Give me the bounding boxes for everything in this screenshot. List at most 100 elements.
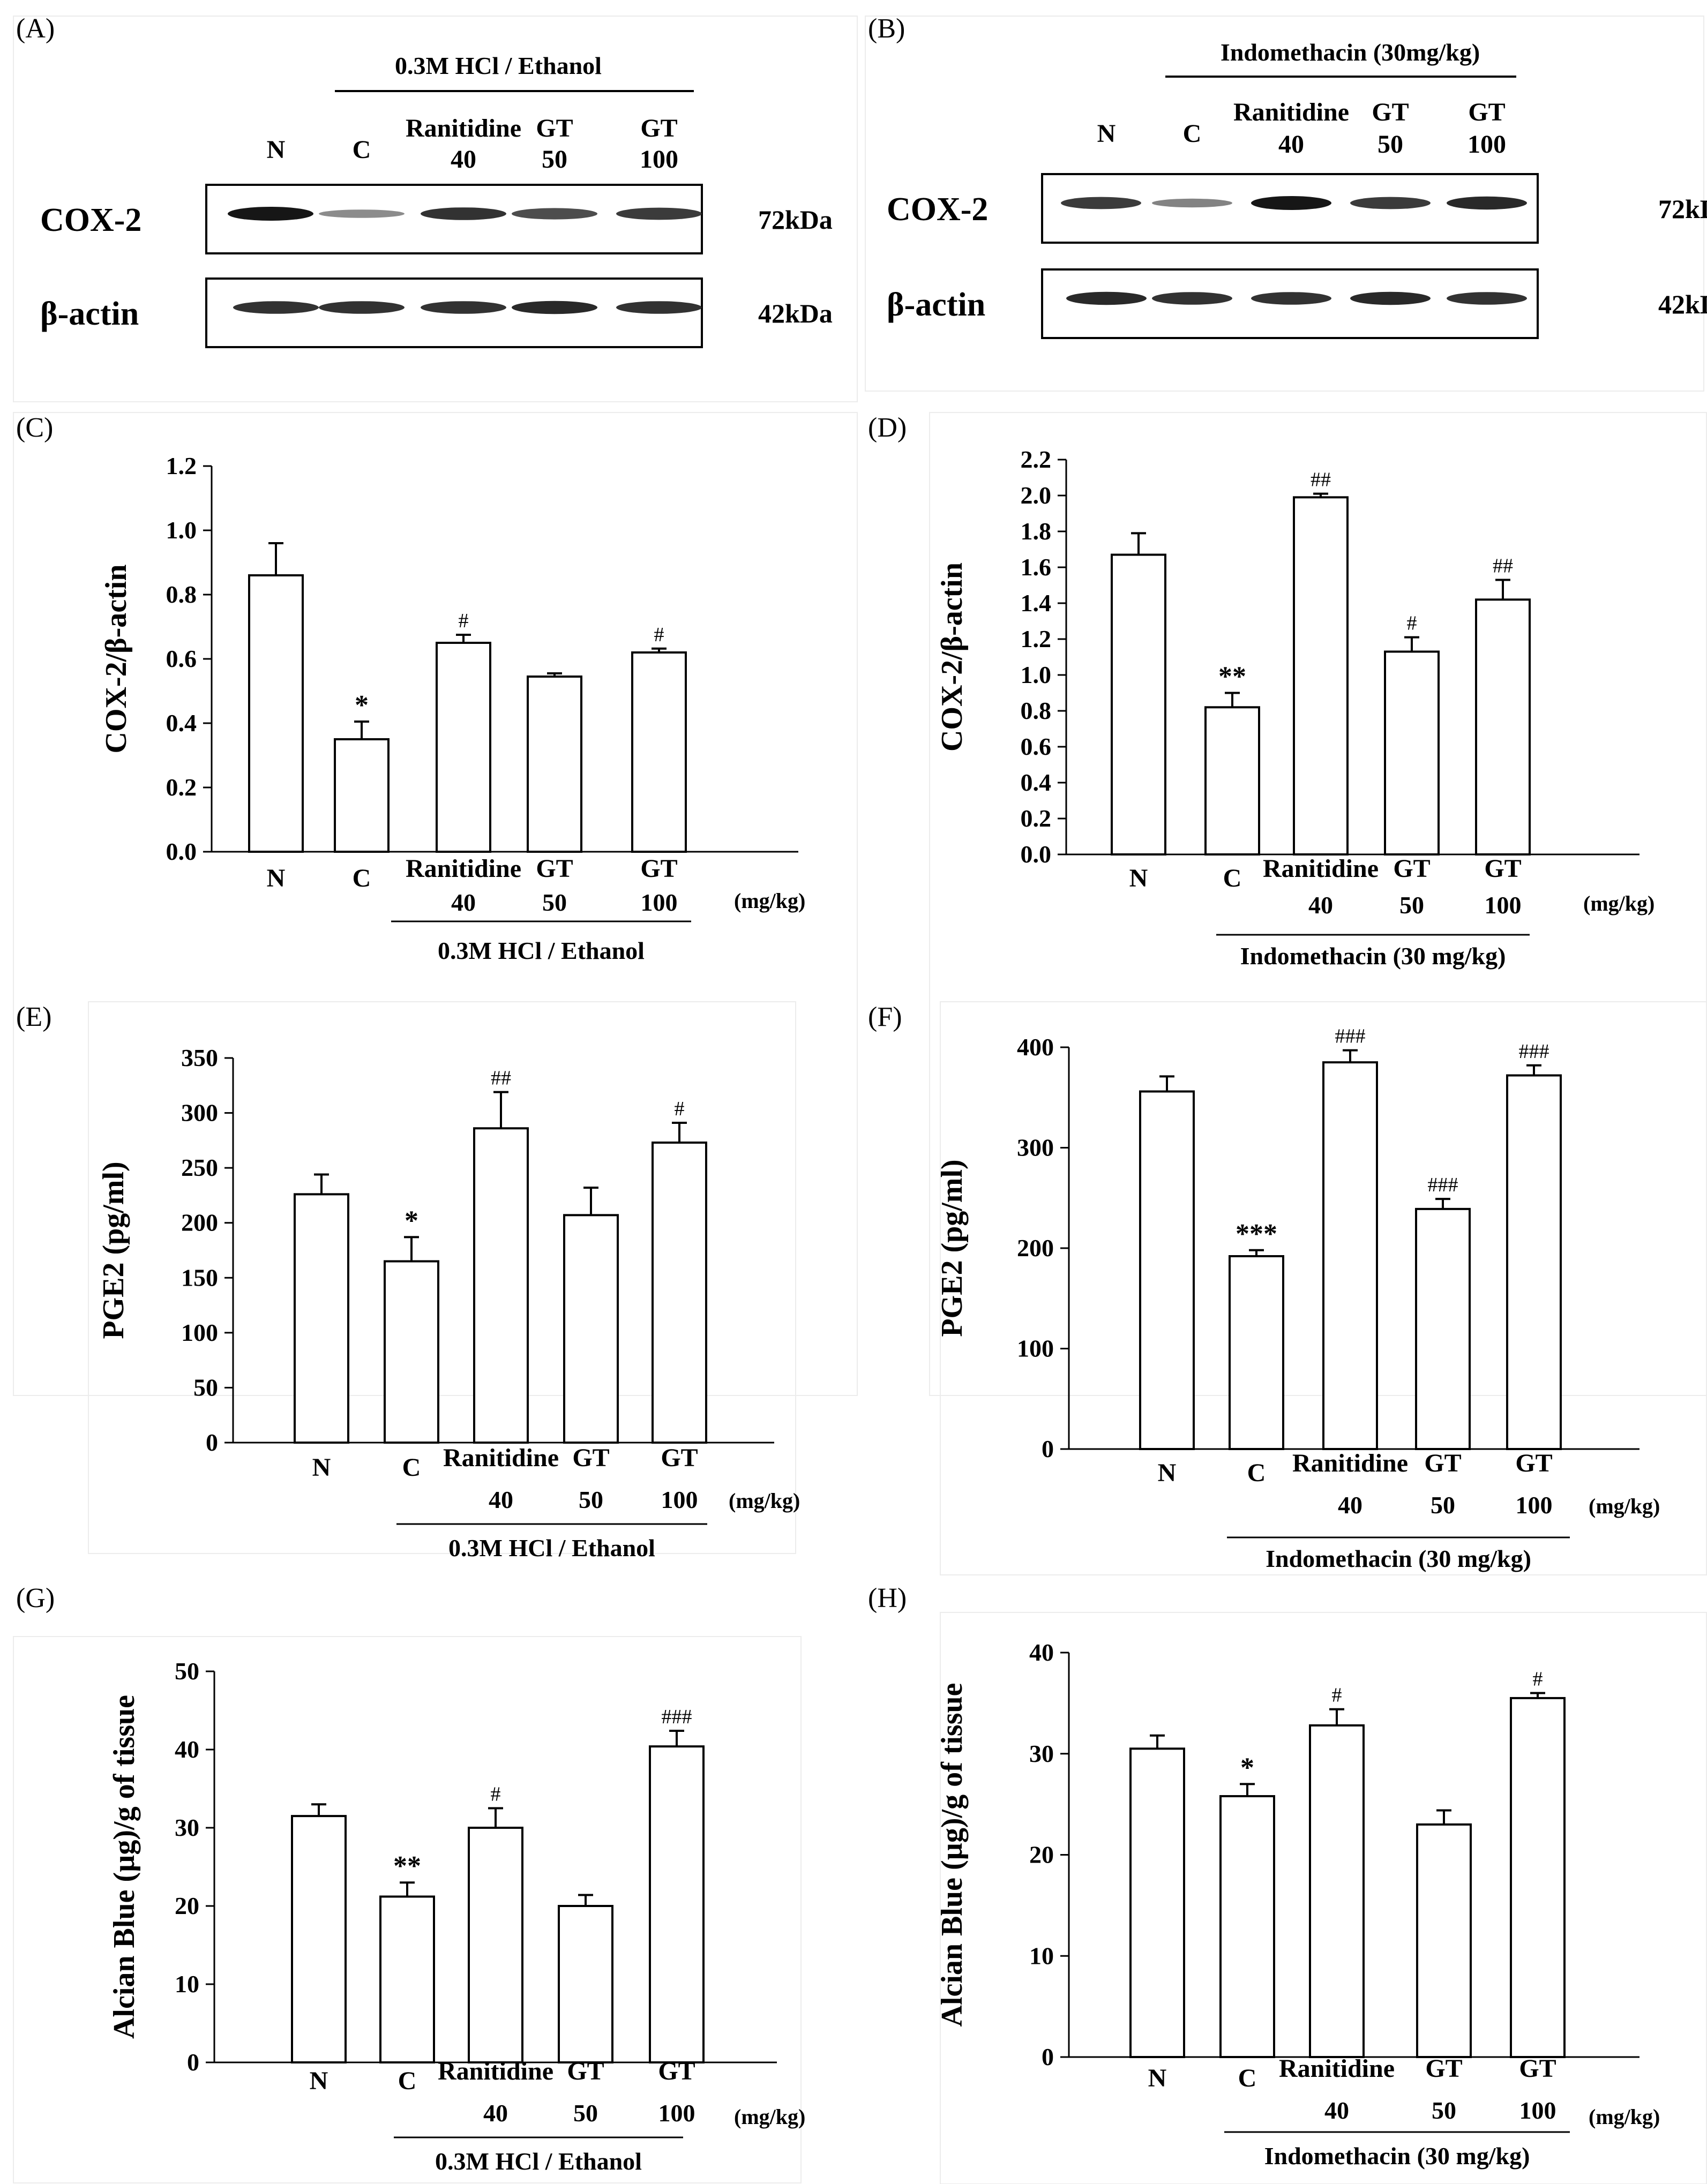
y-tick-label: 1.2 bbox=[1021, 625, 1052, 652]
category-label: Ranitidine bbox=[1263, 854, 1379, 883]
panel-frame bbox=[13, 412, 858, 1396]
y-tick-label: 0.4 bbox=[166, 709, 197, 737]
significance-mark: ## bbox=[1311, 469, 1331, 491]
bar bbox=[1293, 496, 1349, 855]
category-label: C bbox=[402, 1453, 421, 1482]
significance-mark: ## bbox=[491, 1067, 511, 1090]
category-label: C bbox=[398, 2067, 417, 2095]
bar bbox=[1416, 1823, 1472, 2058]
category-dose: 40 bbox=[489, 1486, 513, 1513]
category-label: C bbox=[1247, 1459, 1266, 1487]
bar bbox=[473, 1127, 529, 1444]
y-tick-label: 40 bbox=[175, 1736, 199, 1763]
y-tick-label: 10 bbox=[1029, 1942, 1054, 1969]
y-tick-label: 250 bbox=[181, 1154, 218, 1181]
significance-mark: # bbox=[459, 610, 469, 632]
blot-band bbox=[1251, 292, 1331, 305]
y-tick-label: 0.0 bbox=[166, 838, 197, 865]
y-tick-label: 200 bbox=[181, 1209, 218, 1236]
significance-mark: ** bbox=[393, 1851, 421, 1881]
y-tick-label: 300 bbox=[1017, 1134, 1054, 1161]
unit-label: (mg/kg) bbox=[1589, 1494, 1660, 1518]
y-tick-label: 0.6 bbox=[1021, 733, 1052, 760]
y-axis-label: COX-2/β-actin bbox=[935, 562, 969, 752]
panel-label: (D) bbox=[868, 412, 907, 443]
category-label: Ranitidine bbox=[438, 2057, 553, 2085]
blot-band bbox=[1152, 292, 1232, 305]
category-dose: 100 bbox=[641, 889, 678, 916]
category-dose: 50 bbox=[579, 1486, 603, 1513]
category-label: GT bbox=[1425, 2054, 1462, 2083]
bar bbox=[1204, 706, 1260, 856]
bar bbox=[248, 574, 304, 853]
bar-chart-3: (F) 0 100 200 300 400 PGE2 (pg/ml) N *** C ### Rani… bbox=[868, 1001, 1707, 1575]
lane-label: Ranitidine bbox=[1233, 98, 1349, 126]
category-dose: 40 bbox=[451, 889, 476, 916]
protein-label: β-actin bbox=[887, 287, 985, 323]
y-tick-label: 0 bbox=[1042, 1435, 1054, 1462]
blot-band bbox=[512, 301, 597, 314]
significance-mark: * bbox=[355, 690, 369, 721]
significance-mark: ### bbox=[1519, 1040, 1549, 1063]
y-tick-label: 20 bbox=[1029, 1841, 1054, 1868]
bar bbox=[384, 1260, 439, 1444]
y-axis-label: COX-2/β-actin bbox=[100, 564, 133, 753]
y-tick-label: 0.0 bbox=[1021, 840, 1052, 868]
category-label: N bbox=[312, 1453, 331, 1482]
bar-chart-1: (D) 0.0 0.2 0.4 0.6 0.8 1.0 1.2 1.4 1.6 1.8 2.0 2.2 C… bbox=[868, 412, 1707, 1396]
lane-label: GT bbox=[640, 114, 677, 142]
lane-dose: 40 bbox=[451, 145, 476, 174]
category-dose: 50 bbox=[573, 2099, 598, 2127]
category-label: C bbox=[353, 864, 371, 892]
protein-label: COX-2 bbox=[40, 202, 141, 238]
significance-mark: # bbox=[1533, 1668, 1543, 1691]
blot-band bbox=[616, 301, 702, 314]
protein-label: COX-2 bbox=[887, 191, 988, 228]
significance-mark: # bbox=[1332, 1684, 1342, 1707]
category-label: GT bbox=[1484, 854, 1521, 883]
y-tick-label: 100 bbox=[181, 1319, 218, 1346]
protein-label: β-actin bbox=[40, 296, 139, 332]
panel-frame bbox=[929, 412, 1707, 1396]
bar-chart-4: (G) 0 10 20 30 40 50 Alcian Blue (µg)/g of tiss… bbox=[13, 1583, 805, 2183]
blot-band bbox=[319, 209, 405, 218]
panel-frame bbox=[13, 1636, 802, 2183]
panel-label: (A) bbox=[16, 13, 55, 44]
bar bbox=[1510, 1697, 1566, 2058]
category-dose: 100 bbox=[1516, 1491, 1553, 1519]
category-label: GT bbox=[567, 2057, 604, 2085]
unit-label: (mg/kg) bbox=[1583, 891, 1654, 915]
bar bbox=[1384, 650, 1440, 855]
blot-band bbox=[421, 301, 506, 314]
band-size-label: 72kDa bbox=[758, 205, 833, 235]
blot-treatment-label: Indomethacin (30mg/kg) bbox=[1221, 39, 1480, 66]
y-tick-label: 30 bbox=[1029, 1740, 1054, 1767]
treatment-label: Indomethacin (30 mg/kg) bbox=[1240, 942, 1506, 970]
category-label: N bbox=[1158, 1459, 1177, 1487]
blot-band bbox=[1350, 291, 1431, 305]
bar bbox=[436, 642, 491, 853]
category-label: N bbox=[1148, 2064, 1167, 2092]
category-dose: 100 bbox=[1485, 891, 1522, 919]
category-label: GT bbox=[658, 2057, 695, 2085]
y-tick-label: 1.0 bbox=[166, 516, 197, 544]
y-tick-label: 0.6 bbox=[166, 645, 197, 672]
y-tick-label: 400 bbox=[1017, 1033, 1054, 1061]
y-tick-label: 10 bbox=[175, 1970, 199, 1998]
bar bbox=[652, 1141, 707, 1444]
treatment-label: Indomethacin (30 mg/kg) bbox=[1266, 1545, 1531, 1572]
blot-treatment-label: 0.3M HCl / Ethanol bbox=[395, 52, 602, 79]
category-label: N bbox=[267, 864, 286, 892]
category-label: GT bbox=[640, 854, 677, 883]
bar bbox=[1309, 1724, 1365, 2058]
category-label: C bbox=[1223, 864, 1242, 892]
y-tick-label: 1.0 bbox=[1021, 661, 1052, 688]
panel-label: (E) bbox=[16, 1002, 51, 1032]
category-label: GT bbox=[572, 1444, 609, 1472]
blot-panel-1: (B) Indomethacin (30mg/kg) N C Ranitidine 40 G… bbox=[868, 13, 1707, 339]
significance-mark: ### bbox=[662, 1706, 692, 1728]
blot-band bbox=[1251, 196, 1331, 210]
y-tick-label: 0.8 bbox=[166, 581, 197, 608]
band-size-label: 42kDa bbox=[758, 298, 833, 328]
